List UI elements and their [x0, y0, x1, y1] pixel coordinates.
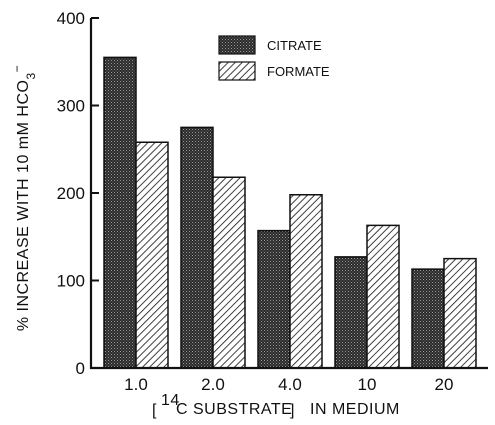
y-axis-label-sub: 3 — [24, 72, 38, 79]
y-axis-label-main: % INCREASE WITH 10 mM HCO — [15, 80, 32, 332]
bar-citrate-20 — [411, 268, 445, 369]
y-tick-label: 300 — [57, 97, 85, 116]
bar-formate-10 — [366, 224, 400, 369]
x-axis-label-superscript: 14 — [161, 392, 180, 409]
legend-swatch-citrate — [218, 35, 256, 55]
y-axis-label-sup: − — [10, 65, 24, 73]
x-tick-label: 4.0 — [278, 375, 302, 394]
legend-swatch-formate — [218, 61, 256, 81]
legend-label-citrate: CITRATE — [267, 38, 322, 53]
x-axis-label-substrate: C SUBSTRATE — [176, 401, 292, 418]
x-axis-label-close-bracket: ] — [290, 402, 295, 419]
y-tick-label: 200 — [57, 184, 85, 203]
bar-formate-4_0 — [289, 194, 323, 369]
bar-citrate-1_0 — [103, 56, 137, 369]
y-axis-label: % INCREASE WITH 10 mM HCO3− — [10, 65, 38, 331]
x-axis-label-open-bracket: [ — [152, 402, 157, 419]
bar-citrate-4_0 — [257, 229, 291, 369]
bar-citrate-10 — [334, 256, 368, 369]
legend-label-formate: FORMATE — [267, 64, 330, 79]
x-axis-label-tail: IN MEDIUM — [310, 401, 400, 418]
bar-formate-2_0 — [212, 176, 246, 369]
y-tick-label: 400 — [57, 9, 85, 28]
x-tick-label: 1.0 — [124, 375, 148, 394]
bar-formate-1_0 — [135, 141, 169, 369]
bar-citrate-2_0 — [180, 126, 214, 369]
y-tick-label: 0 — [76, 359, 85, 378]
x-tick-label: 10 — [358, 375, 377, 394]
x-tick-label: 20 — [435, 375, 454, 394]
x-tick-label: 2.0 — [201, 375, 225, 394]
bar-formate-20 — [443, 257, 477, 369]
x-axis-label: [ 14 C SUBSTRATE ] IN MEDIUM — [152, 392, 400, 419]
y-tick-label: 100 — [57, 272, 85, 291]
